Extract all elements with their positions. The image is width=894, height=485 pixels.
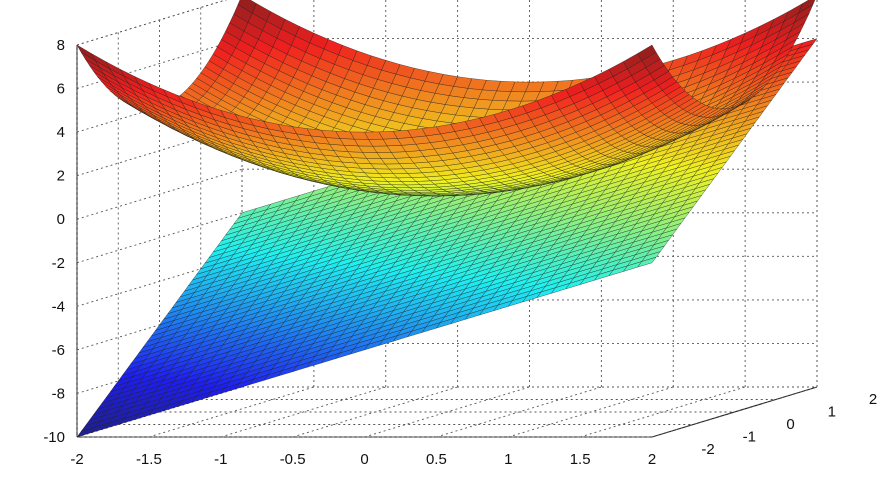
- grid-line: [76, 212, 243, 264]
- plane-patch: [637, 256, 657, 268]
- y-tick-label: 0: [786, 416, 794, 433]
- x-tick-label: -1.5: [136, 451, 162, 468]
- z-tick-label: -8: [52, 385, 65, 402]
- y-tick-label: -1: [743, 429, 756, 446]
- x-tick-label: -1: [214, 451, 227, 468]
- grid-line: [76, 38, 243, 89]
- y-tick-label: -2: [701, 441, 714, 458]
- x-tick-label: 0: [360, 451, 368, 468]
- x-tick-label: 0.5: [426, 451, 447, 468]
- grid-line: [220, 386, 386, 438]
- x-tick-label: 2: [648, 451, 656, 468]
- grid-line: [76, 125, 243, 177]
- grid-line: [651, 386, 818, 438]
- x-tick-label: -2: [70, 451, 83, 468]
- grid-line: [76, 0, 228, 46]
- paraboloid-patch: [637, 44, 657, 62]
- y-tick-label: 2: [869, 391, 877, 408]
- z-tick-label: -10: [43, 429, 65, 446]
- z-tick-label: -6: [52, 342, 65, 359]
- z-tick-label: -4: [52, 298, 65, 315]
- grid-line: [364, 386, 530, 438]
- z-tick-label: 2: [57, 168, 65, 185]
- x-tick-label: 1.5: [570, 451, 591, 468]
- x-tick-label: -0.5: [280, 451, 306, 468]
- z-tick-label: 0: [57, 211, 65, 228]
- paraboloid-surface: [76, 0, 816, 197]
- z-tick-label: 4: [57, 124, 65, 141]
- grid-line: [436, 386, 602, 438]
- grid-line: [76, 255, 243, 307]
- grid-line: [76, 168, 243, 220]
- grid-line: [579, 386, 746, 438]
- z-tick-label: 8: [57, 37, 65, 54]
- z-tick-label: -2: [52, 255, 65, 272]
- y-tick-label: 1: [828, 404, 836, 421]
- x-tick-label: 1: [504, 451, 512, 468]
- z-tick-label: 6: [57, 81, 65, 98]
- grid-line: [76, 0, 228, 46]
